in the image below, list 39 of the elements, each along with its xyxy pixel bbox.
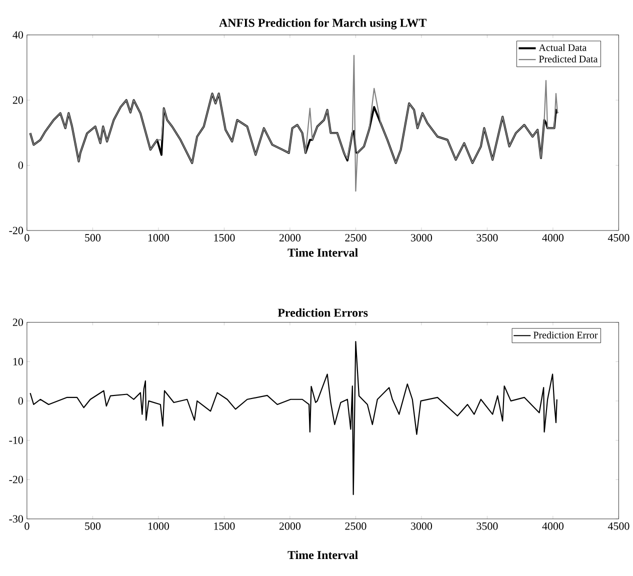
x-tick-label: 4000 (542, 234, 564, 242)
x-tick-label: 0 (24, 522, 30, 530)
x-tick-label: 3000 (411, 234, 432, 242)
y-tick-label: -20 (9, 476, 24, 484)
x-tick-label: 1000 (148, 234, 170, 242)
y-tick-label: 10 (13, 358, 24, 366)
y-tick-label: -20 (9, 226, 24, 234)
line-series (29, 92, 559, 164)
x-tick-label: 1000 (148, 522, 170, 530)
x-tick-label: 4500 (608, 522, 630, 530)
x-tick-label: 0 (24, 234, 30, 242)
chart-title: Prediction Errors (278, 308, 368, 317)
x-tick-label: 3500 (476, 522, 498, 530)
x-tick-label: 3000 (411, 522, 432, 530)
x-tick-label: 1500 (214, 234, 235, 242)
y-tick-label: 40 (12, 31, 24, 39)
y-tick-label: -10 (9, 436, 24, 444)
chart-title: ANFIS Prediction for March using LWT (219, 18, 427, 30)
x-tick-label: 4500 (608, 234, 630, 242)
x-tick-label: 4000 (542, 522, 564, 530)
x-tick-label: 2500 (345, 522, 366, 530)
y-tick-label: -30 (9, 515, 24, 523)
y-tick-label: 0 (18, 162, 24, 170)
x-tick-label: 3500 (476, 234, 498, 242)
y-tick-label: 20 (12, 318, 24, 326)
x-axis-title: Time Interval (288, 550, 358, 560)
x-axis-title: Time Interval (288, 248, 358, 257)
x-tick-label: 1500 (214, 522, 235, 530)
x-tick-label: 2000 (279, 234, 301, 242)
x-tick-label: 2000 (279, 522, 301, 530)
y-tick-label: 0 (18, 397, 24, 405)
line-series (30, 341, 558, 496)
legend-label: Predicted Data (539, 55, 598, 63)
legend-label: Prediction Error (533, 332, 598, 339)
x-tick-label: 500 (85, 522, 101, 530)
x-tick-label: 500 (85, 234, 101, 242)
y-tick-label: 20 (12, 96, 24, 104)
x-tick-label: 2500 (345, 234, 366, 242)
legend-label: Actual Data (538, 44, 587, 52)
